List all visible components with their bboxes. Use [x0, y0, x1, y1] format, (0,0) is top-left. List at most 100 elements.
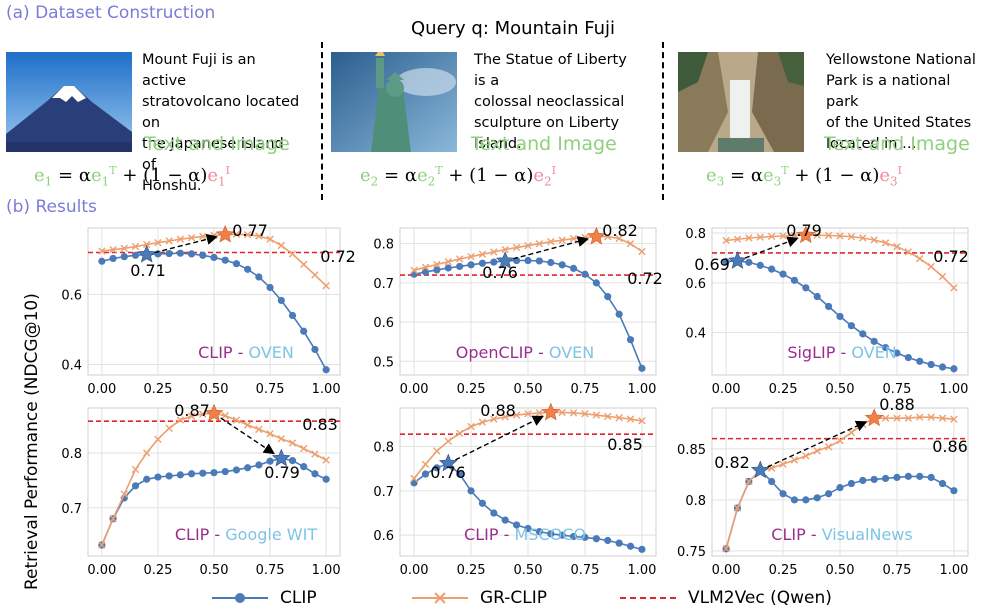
x-tick-label: 0.50 — [514, 382, 543, 397]
grclip-point — [165, 424, 173, 432]
y-tick-label: 0.75 — [677, 545, 706, 560]
clip-point — [244, 464, 252, 472]
grclip-point — [927, 262, 935, 271]
panel-dataset-name: OVEN — [851, 343, 896, 362]
grclip-point — [558, 408, 566, 417]
y-tick-label: 0.6 — [61, 289, 82, 304]
grclip-point — [277, 435, 285, 443]
clip-point — [938, 479, 947, 488]
x-tick-label: 0.50 — [200, 563, 229, 578]
example-2-label: Text and Image — [471, 133, 617, 155]
x-tick-label: 1.00 — [627, 382, 656, 397]
grclip-point — [558, 236, 566, 244]
clip-point — [847, 479, 855, 488]
x-tick-label: 0.75 — [570, 382, 599, 397]
clip-point — [421, 268, 430, 276]
x-tick-label: 0.50 — [200, 382, 229, 397]
x-tick-label: 0.25 — [769, 563, 798, 578]
grclip-point — [98, 541, 106, 549]
grclip-point — [455, 255, 464, 263]
clip-point — [756, 261, 764, 269]
clip-best-star — [728, 251, 747, 269]
clip-point — [255, 461, 263, 469]
clip-point — [615, 310, 623, 318]
value-annotation: 0.72 — [933, 247, 969, 266]
grclip-point — [221, 411, 229, 420]
grclip-point — [131, 242, 140, 251]
clip-point — [199, 251, 207, 259]
grclip-point — [615, 234, 623, 243]
clip-point — [490, 509, 498, 517]
clip-point — [768, 265, 776, 273]
grclip-point — [938, 272, 947, 281]
grclip-best-star — [587, 226, 606, 245]
clip-point — [456, 470, 464, 478]
clip-point — [547, 530, 555, 538]
clip-point — [893, 349, 901, 357]
value-annotation: 0.77 — [232, 221, 268, 240]
grclip-point — [512, 411, 521, 419]
legend-clip-marker — [212, 593, 268, 603]
grclip-point — [288, 439, 297, 447]
clip-point — [893, 473, 901, 482]
grclip-point — [950, 284, 958, 292]
panel-label: OpenCLIP - OVEN — [456, 343, 594, 362]
grclip-point — [847, 428, 856, 437]
grclip-point — [455, 429, 464, 437]
value-annotation: 0.83 — [302, 415, 338, 434]
clip-point — [836, 484, 844, 492]
clip-point — [881, 343, 890, 352]
clip-point — [638, 545, 646, 553]
section-a-title: (a) Dataset Construction — [6, 3, 216, 23]
value-annotation: 0.72 — [627, 269, 663, 288]
grclip-point — [524, 241, 532, 250]
clip-point — [433, 266, 441, 274]
grclip-point — [767, 232, 776, 241]
panel-separator: - — [806, 525, 822, 544]
example-3-label: Text and Image — [824, 133, 970, 155]
clip-point — [859, 476, 867, 485]
clip-point — [825, 490, 833, 498]
grclip-point — [779, 460, 787, 468]
clip-point — [176, 249, 184, 257]
grclip-point — [733, 235, 742, 243]
grclip-point — [255, 232, 263, 240]
clip-point — [802, 284, 810, 292]
x-tick-label: 1.00 — [312, 382, 341, 397]
clip-point — [581, 533, 589, 541]
x-tick-label: 0.00 — [712, 563, 741, 578]
clip-point — [569, 264, 578, 272]
clip-point — [604, 536, 612, 545]
clip-point — [779, 270, 787, 278]
grclip-point — [756, 233, 764, 241]
clip-point — [524, 256, 532, 265]
improvement-arrow — [759, 420, 868, 471]
grclip-point — [311, 271, 319, 279]
clip-point — [916, 472, 924, 480]
clip-point — [221, 256, 229, 264]
panel-label: CLIP - VisualNews — [771, 525, 912, 544]
clip-point — [120, 253, 128, 261]
x-tick-label: 1.00 — [312, 563, 341, 578]
grclip-point — [779, 232, 787, 240]
grclip-point — [512, 243, 521, 252]
example-1-text: Mount Fuji is an active stratovolcano loc… — [142, 52, 300, 194]
grclip-point — [626, 239, 635, 248]
grclip-best-star — [215, 224, 235, 243]
panel-dataset-name: VisualNews — [822, 525, 913, 544]
clip-point — [790, 496, 799, 504]
clip-point — [154, 473, 162, 481]
improvement-arrow — [737, 236, 799, 262]
improvement-arrow — [213, 412, 275, 455]
grclip-point — [592, 411, 601, 419]
grclip-point — [243, 421, 252, 429]
grclip-point — [199, 410, 207, 418]
grclip-point — [535, 239, 544, 248]
section-b-title: (b) Results — [6, 197, 97, 217]
clip-point — [558, 531, 566, 539]
grclip-point — [478, 250, 487, 258]
grclip-point — [490, 415, 498, 423]
x-tick-label: 0.50 — [826, 382, 855, 397]
grclip-point — [199, 232, 207, 241]
grclip-point — [266, 430, 274, 438]
